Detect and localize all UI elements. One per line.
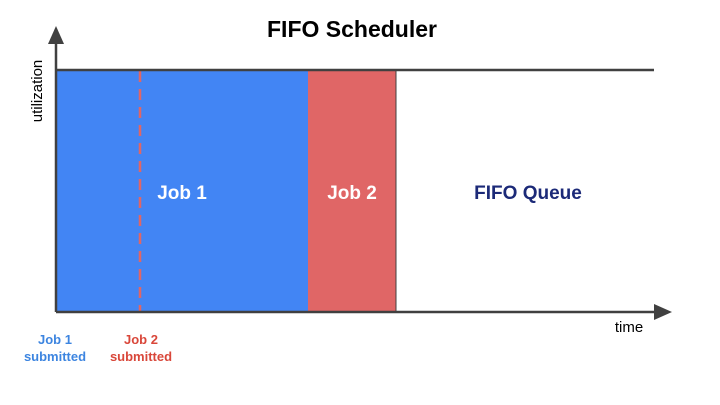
- job1-block: [57, 71, 308, 312]
- diagram-title: FIFO Scheduler: [267, 16, 437, 42]
- job2-submitted-label-line1: Job 2: [124, 332, 158, 347]
- job2-label: Job 2: [327, 183, 377, 204]
- job1-label: Job 1: [157, 183, 207, 204]
- fifo-queue-label: FIFO Queue: [474, 183, 582, 204]
- job1-submitted-label-line2: submitted: [24, 349, 86, 364]
- y-axis-arrowhead: [48, 26, 64, 44]
- job1-submitted-label-line1: Job 1: [38, 332, 72, 347]
- job2-submitted-label-line2: submitted: [110, 349, 172, 364]
- job2-block: [308, 71, 396, 312]
- x-axis-arrowhead: [654, 304, 672, 320]
- x-axis-label: time: [615, 319, 643, 336]
- y-axis-label: utilization: [29, 60, 46, 123]
